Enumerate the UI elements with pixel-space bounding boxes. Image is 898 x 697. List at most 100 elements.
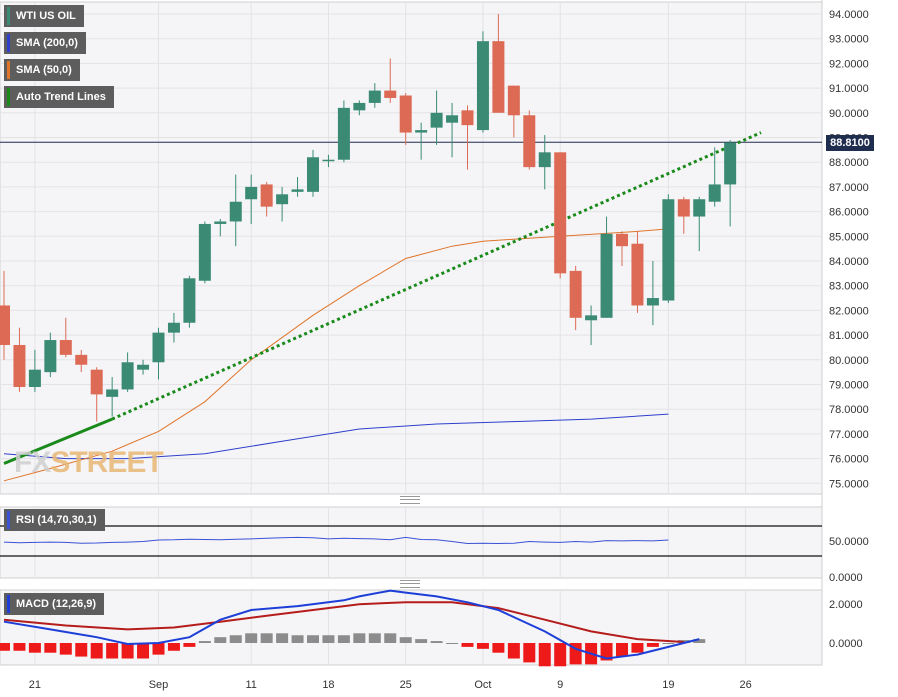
candle [106, 377, 119, 417]
macd-histogram-bar [28, 643, 41, 653]
candle-body [446, 115, 459, 123]
macd-histogram-bar [569, 643, 582, 665]
price-tick-label: 93.0000 [829, 34, 869, 46]
candle [430, 90, 443, 145]
macd-histogram-bar [44, 643, 57, 653]
candle-body [322, 159, 335, 162]
candle-body [167, 322, 180, 333]
candle [307, 149, 319, 197]
candle [183, 275, 196, 328]
candle [137, 359, 150, 375]
candle [600, 216, 613, 318]
candle [384, 58, 397, 103]
macd-histogram-bar [291, 635, 304, 643]
macd-histogram-bar [198, 641, 211, 643]
sma200-line [3, 413, 669, 460]
candle [507, 85, 520, 138]
candle [523, 110, 536, 170]
candle-body [353, 102, 366, 111]
x-tick-label: 26 [739, 679, 751, 691]
candle [59, 317, 72, 358]
price-tick-label: 92.0000 [829, 58, 869, 70]
candle [646, 261, 659, 326]
macd-histogram-bar [631, 643, 644, 653]
x-tick-label: 21 [29, 679, 41, 691]
macd-histogram-bar [75, 643, 88, 657]
candle-body [260, 184, 273, 207]
macd-histogram-bar [368, 633, 381, 643]
price-tick-label: 85.0000 [829, 231, 869, 243]
macd-histogram-bar [322, 635, 335, 643]
legend-trend[interactable]: Auto Trend Lines [4, 86, 114, 108]
candle-body [368, 90, 381, 103]
candle-body [399, 95, 412, 133]
price-tick-label: 79.0000 [829, 380, 869, 392]
candle-body [13, 344, 26, 387]
candle [724, 139, 737, 227]
legend-symbol[interactable]: WTI US OIL [4, 5, 84, 27]
legend-sma200[interactable]: SMA (200,0) [4, 32, 86, 54]
candle-body [538, 152, 551, 168]
price-tick-label: 87.0000 [829, 182, 869, 194]
candle [476, 31, 489, 133]
macd-histogram-bar [59, 643, 72, 655]
candle-body [461, 110, 474, 126]
candle [492, 14, 505, 113]
price-tick-label: 94.0000 [829, 9, 869, 21]
legend-sma50-label: SMA (50,0) [16, 64, 72, 76]
candle-body [415, 130, 428, 133]
candle-body [430, 112, 443, 128]
candle [90, 367, 103, 422]
candle-body [507, 85, 520, 116]
candle [214, 219, 227, 237]
macd-histogram-bar [13, 643, 26, 651]
candle [75, 349, 88, 373]
candle-body [554, 152, 567, 274]
legend-macd[interactable]: MACD (12,26,9) [4, 593, 105, 615]
macd-histogram-bar [90, 643, 103, 659]
candle [538, 135, 551, 190]
candle [708, 147, 721, 207]
macd-histogram-bar [214, 637, 227, 643]
candle [368, 83, 381, 108]
legend-swatch [7, 88, 10, 106]
macd-histogram-bar [600, 643, 613, 661]
candle-body [291, 189, 304, 192]
legend-swatch [7, 34, 10, 52]
x-tick-label: Oct [474, 679, 491, 691]
trend-line-dotted [111, 131, 762, 421]
legend-macd-label: MACD (12,26,9) [16, 598, 97, 610]
candle-body [569, 270, 582, 318]
price-tick-label: 78.0000 [829, 404, 869, 416]
macd-histogram-bar [662, 643, 675, 644]
macd-histogram-bar [167, 643, 180, 651]
pane-resize-handle-rsi[interactable] [400, 496, 420, 504]
legend-swatch [7, 595, 10, 613]
candle-body [693, 199, 706, 217]
candle-body [90, 369, 103, 395]
macd-tick-label: 0.0000 [829, 638, 863, 650]
price-tick-label: 76.0000 [829, 454, 869, 466]
legend-swatch [7, 7, 10, 25]
macd-signal-line [3, 601, 684, 643]
legend-rsi[interactable]: RSI (14,70,30,1) [4, 509, 105, 531]
candle-body [229, 201, 242, 222]
legend-sma50[interactable]: SMA (50,0) [4, 59, 80, 81]
candle-body [137, 364, 150, 370]
legend-rsi-label: RSI (14,70,30,1) [16, 514, 97, 526]
candle [569, 265, 582, 331]
macd-histogram-bar [523, 643, 536, 663]
price-tick-label: 75.0000 [829, 478, 869, 490]
macd-histogram-bar [461, 643, 474, 647]
legend-swatch [7, 61, 10, 79]
candle-body [307, 157, 319, 192]
candle [662, 194, 675, 303]
legend-symbol-label: WTI US OIL [16, 10, 76, 22]
candle [693, 196, 706, 252]
pane-resize-handle-macd[interactable] [400, 580, 420, 588]
candle-body [75, 354, 88, 365]
x-tick-label: 18 [322, 679, 334, 691]
legend-sma200-label: SMA (200,0) [16, 37, 78, 49]
fxstreet-watermark: FXSTREET [14, 446, 164, 480]
